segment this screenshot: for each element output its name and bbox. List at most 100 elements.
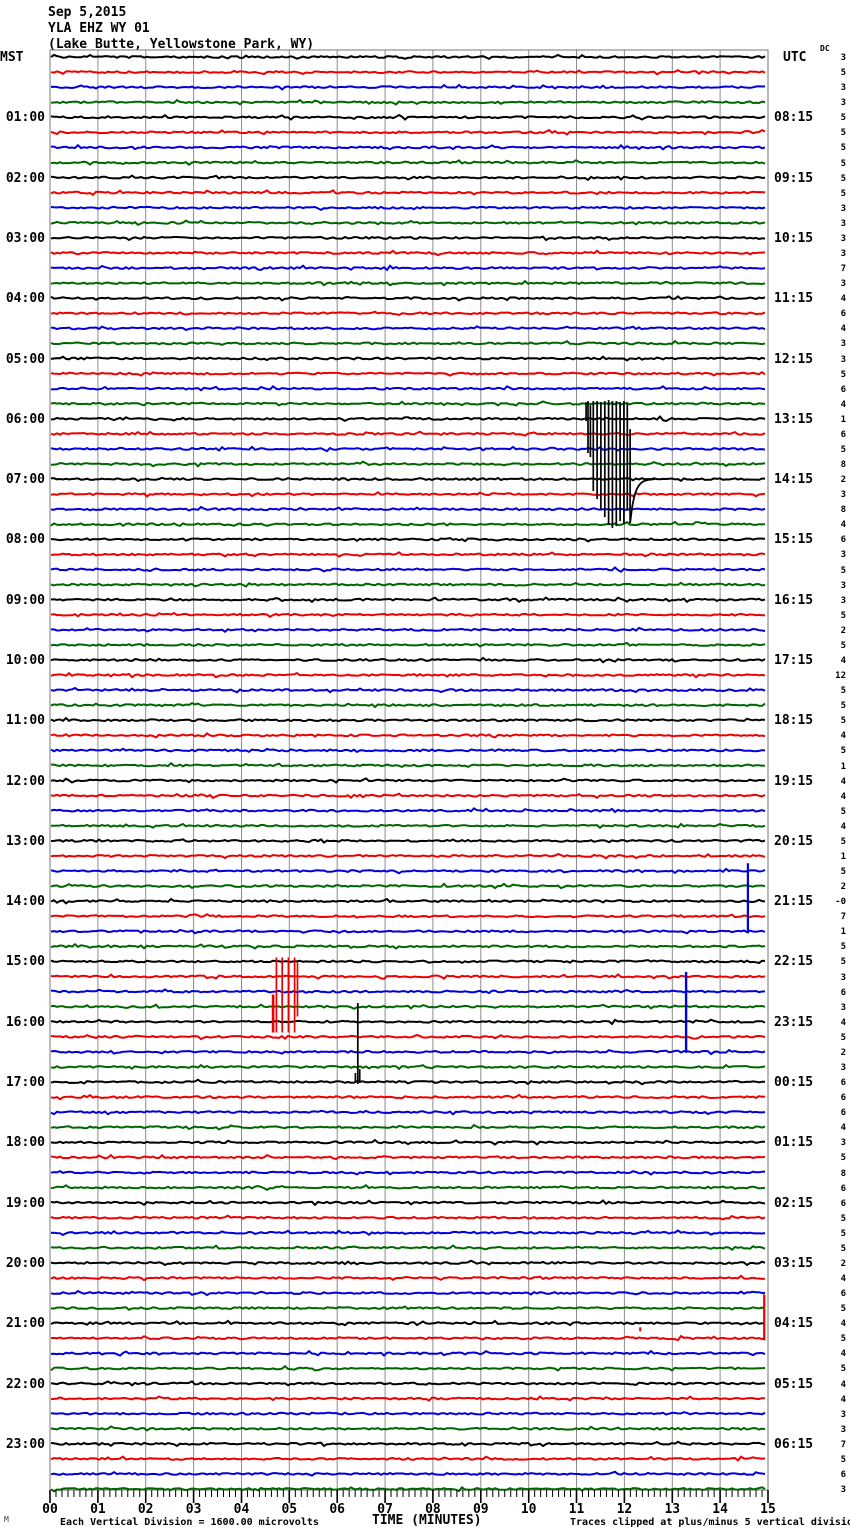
row-amplitude-value: 1 [840,927,846,938]
mst-time-label: 16:00 [5,1014,45,1030]
mst-axis-label: MST [0,50,24,65]
utc-time-label: 08:15 [774,110,814,126]
row-amplitude-value: 5 [840,836,846,847]
row-amplitude-value: 5 [840,806,846,817]
row-amplitude-value: 3 [840,354,846,365]
row-amplitude-value: 5 [840,444,846,455]
row-amplitude-value: 5 [840,640,846,651]
x-tick-label: 15 [760,1502,776,1517]
row-amplitude-value: 5 [840,686,846,697]
utc-time-label: 22:15 [774,954,814,970]
utc-time-label: 15:15 [774,532,814,548]
row-amplitude-value: 4 [840,1274,846,1284]
header-date: Sep 5,2015 [48,5,127,20]
row-amplitude-value: 8 [840,505,846,516]
row-amplitude-value: 1 [840,761,846,772]
row-amplitude-value: 3 [840,339,846,350]
row-amplitude-value: 4 [840,776,846,787]
mst-time-label: 03:00 [5,230,45,246]
row-amplitude-value: 4 [840,520,846,531]
utc-time-label: 19:15 [774,773,814,789]
header-station: YLA EHZ WY 01 [48,21,150,36]
row-amplitude-value: 7 [840,1439,846,1450]
row-amplitude-value: 3 [840,580,846,591]
row-amplitude-value: 5 [840,867,846,877]
x-tick-label: 13 [664,1502,681,1517]
mst-time-label: 17:00 [5,1075,45,1090]
time-axis-title: TIME (MINUTES) [372,1513,482,1528]
row-amplitude-value: 5 [840,158,846,169]
mst-time-label: 23:00 [5,1436,45,1452]
utc-time-label: 01:15 [774,1135,814,1151]
scale-note: Each Vertical Division = 1600.00 microvo… [60,1517,319,1528]
row-amplitude-value: 2 [840,882,846,893]
x-tick-label: 03 [185,1502,202,1517]
row-amplitude-value: 2 [840,1258,846,1269]
row-amplitude-value: 4 [840,1349,846,1360]
mst-time-label: 10:00 [5,652,45,668]
utc-time-label: 03:15 [774,1255,814,1271]
row-amplitude-value: 4 [840,791,846,802]
x-tick-label: 00 [42,1502,58,1517]
x-tick-label: 05 [281,1502,298,1517]
mst-time-label: 11:00 [5,713,45,729]
utc-time-label: 21:15 [774,894,814,910]
utc-time-label: 06:15 [774,1436,814,1452]
row-amplitude-value: 5 [840,701,846,712]
row-amplitude-value: 8 [840,460,846,470]
x-tick-label: 14 [712,1502,728,1517]
utc-time-label: 17:15 [774,652,814,668]
row-amplitude-value: 8 [840,1168,846,1179]
x-tick-label: 12 [616,1502,633,1517]
header-location: (Lake Butte, Yellowstone Park, WY) [48,37,315,52]
utc-time-label: 16:15 [774,592,814,608]
row-amplitude-value: 6 [840,1183,846,1194]
row-amplitude-value: -0 [835,897,846,908]
mst-time-label: 20:00 [5,1255,45,1271]
row-amplitude-value: 5 [840,188,846,199]
row-amplitude-value: 5 [840,942,846,953]
dc-label: DC [820,44,830,53]
row-amplitude-value: 5 [840,1454,846,1465]
row-amplitude-value: 5 [840,1032,846,1043]
row-amplitude-value: 3 [840,83,846,94]
row-amplitude-value: 5 [840,1334,846,1345]
mst-time-label: 01:00 [5,110,45,126]
row-amplitude-value: 5 [840,1364,846,1375]
row-amplitude-value: 6 [840,429,846,440]
utc-time-label: 23:15 [774,1014,814,1030]
row-amplitude-value: 5 [840,610,846,621]
row-amplitude-value: 7 [840,264,846,274]
x-tick-label: 06 [329,1502,346,1517]
row-amplitude-value: 3 [840,1062,846,1073]
row-amplitude-value: 3 [840,1409,846,1420]
row-amplitude-value: 5 [840,1213,846,1224]
row-amplitude-value: 1 [840,851,846,862]
mst-time-label: 04:00 [5,291,45,307]
row-amplitude-value: 5 [840,68,846,79]
utc-time-label: 12:15 [774,351,814,367]
mst-time-label: 05:00 [5,351,45,367]
row-amplitude-value: 4 [840,399,846,410]
row-amplitude-value: 4 [840,324,846,335]
utc-time-label: 14:15 [774,472,814,488]
row-amplitude-value: 6 [840,535,846,546]
x-tick-label: 09 [472,1502,489,1517]
row-amplitude-value: 2 [840,625,846,636]
row-amplitude-value: 3 [840,203,846,214]
row-amplitude-value: 5 [840,113,846,124]
utc-time-label: 05:15 [774,1376,814,1392]
row-amplitude-value: 4 [840,731,846,742]
row-amplitude-value: 4 [840,294,846,305]
row-amplitude-value: 4 [840,1123,846,1134]
row-amplitude-value: 5 [840,128,846,139]
row-amplitude-value: 3 [840,550,846,561]
row-amplitude-value: 3 [840,1138,846,1149]
row-amplitude-value: 4 [840,1319,846,1330]
utc-time-label: 04:15 [774,1316,814,1332]
mst-time-label: 19:00 [5,1195,45,1211]
utc-time-label: 10:15 [774,230,814,246]
x-tick-label: 08 [425,1502,441,1517]
row-amplitude-value: 5 [840,143,846,154]
